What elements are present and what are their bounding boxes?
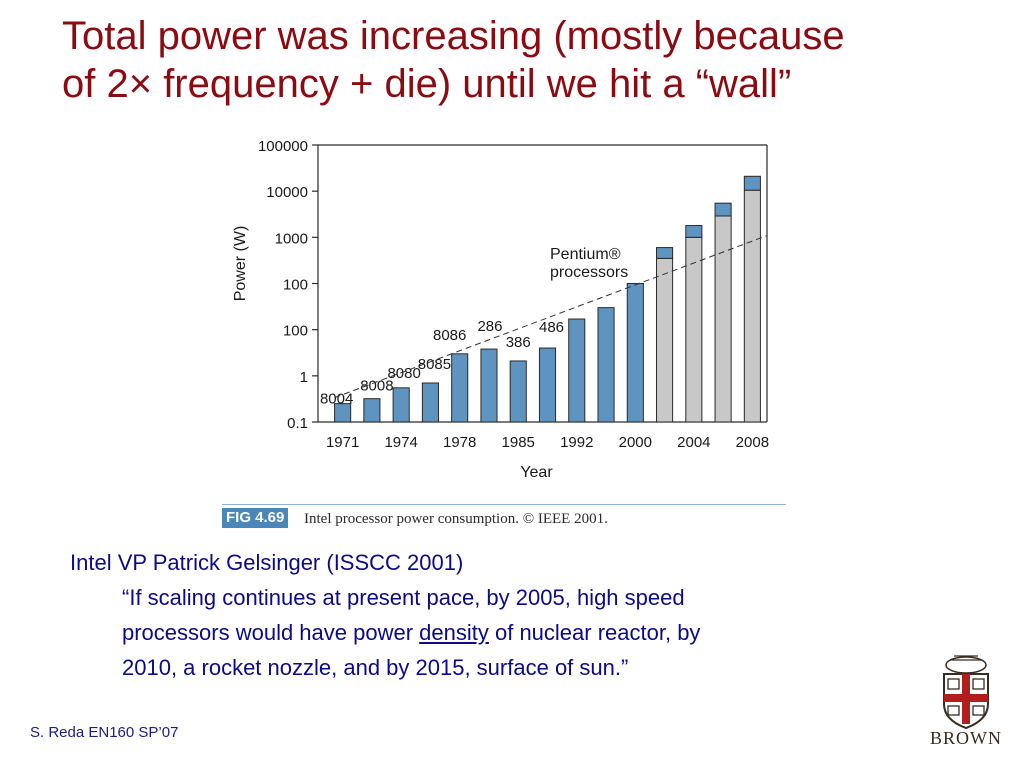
- pentium-bar: [656, 257, 674, 423]
- pentium-annotation-line-1: Pentium®: [550, 246, 621, 263]
- x-tick-label: 1974: [384, 434, 417, 451]
- quote-line-1: “If scaling continues at present pace, b…: [122, 585, 685, 610]
- figure-caption-bar: FIG 4.69 Intel processor power consumpti…: [222, 504, 786, 529]
- bar-label: 8085: [418, 356, 451, 373]
- times-symbol: ×: [128, 62, 153, 106]
- footer-text: S. Reda EN160 SP’07: [30, 724, 179, 741]
- y-tick-label: 100: [283, 323, 308, 340]
- x-tick-label: 1992: [560, 434, 593, 451]
- x-tick-label: 1985: [502, 434, 535, 451]
- title-line-2: of 2× frequency + die) until we hit a “w…: [62, 60, 1002, 108]
- processor-bar: [538, 347, 557, 423]
- bar-label: 386: [506, 334, 531, 351]
- bar-label: 286: [477, 318, 502, 335]
- processor-bar: [626, 283, 644, 423]
- x-tick-label: 2004: [677, 434, 710, 451]
- title-line-1: Total power was increasing (mostly becau…: [62, 14, 845, 58]
- processor-bar: [568, 318, 586, 423]
- power-bar-chart: 10000010000100010010010.1800480088080808…: [232, 138, 769, 481]
- processor-bar: [597, 307, 615, 423]
- x-tick-label: 1978: [443, 434, 476, 451]
- y-tick-label: 10000: [266, 184, 308, 201]
- quote-density-word: density: [419, 620, 489, 645]
- brown-university-logo: BROWN: [918, 652, 1014, 756]
- figure-label: FIG 4.69: [222, 508, 289, 528]
- quote-block: Intel VP Patrick Gelsinger (ISSCC 2001) …: [70, 545, 890, 685]
- title-line-2-end: frequency + die) until we hit a “wall”: [152, 62, 792, 106]
- processor-bar: [363, 398, 381, 423]
- processor-bar: [334, 403, 352, 423]
- quote-text: “If scaling continues at present pace, b…: [122, 580, 890, 685]
- x-tick-label: 2000: [619, 434, 652, 451]
- quote-author: Intel VP Patrick Gelsinger (ISSCC 2001): [70, 550, 464, 575]
- quote-line-2-after: of nuclear reactor, by: [488, 620, 701, 645]
- y-tick-label: 0.1: [287, 415, 308, 432]
- processor-bar: [392, 387, 410, 423]
- quote-line-3: 2010, a rocket nozzle, and by 2015, surf…: [122, 655, 629, 680]
- slide-title: Total power was increasing (mostly becau…: [62, 12, 1002, 108]
- processor-bar: [480, 348, 498, 423]
- pentium-bar: [685, 236, 703, 423]
- bar-label: 486: [539, 319, 564, 336]
- quote-line-2-before: processors would have power: [122, 620, 420, 645]
- pentium-bar-cap: [656, 247, 674, 259]
- trend-line: [334, 235, 768, 399]
- shield-icon: [943, 655, 989, 730]
- processor-bar: [421, 382, 439, 423]
- y-tick-label: 100: [283, 277, 308, 294]
- x-tick-label: 2008: [736, 434, 769, 451]
- pentium-bar-cap: [685, 225, 703, 238]
- y-axis-title: Power (W): [232, 226, 249, 302]
- pentium-annotation-line-2: processors: [550, 264, 628, 281]
- x-axis-title: Year: [520, 464, 553, 481]
- x-tick-label: 1971: [326, 434, 359, 451]
- y-tick-label: 100000: [258, 138, 308, 155]
- bar-label: 8008: [360, 378, 393, 395]
- figure-caption: Intel processor power consumption. © IEE…: [304, 511, 608, 527]
- title-line-2-start: of 2: [62, 62, 129, 106]
- y-tick-label: 1: [300, 369, 308, 386]
- pentium-bar: [714, 215, 732, 423]
- bar-label: 8086: [433, 327, 466, 344]
- bar-label: 8004: [320, 391, 353, 408]
- y-tick-label: 1000: [275, 230, 308, 247]
- bar-label: 8080: [387, 365, 420, 382]
- pentium-bar: [743, 189, 761, 423]
- pentium-bar-cap: [714, 202, 732, 217]
- pentium-bar-cap: [743, 175, 761, 191]
- processor-bar: [509, 360, 527, 423]
- logo-wordmark: BROWN: [930, 728, 1002, 748]
- quote-line-2: processors would have power density of n…: [122, 615, 890, 650]
- processor-bar: [451, 353, 469, 423]
